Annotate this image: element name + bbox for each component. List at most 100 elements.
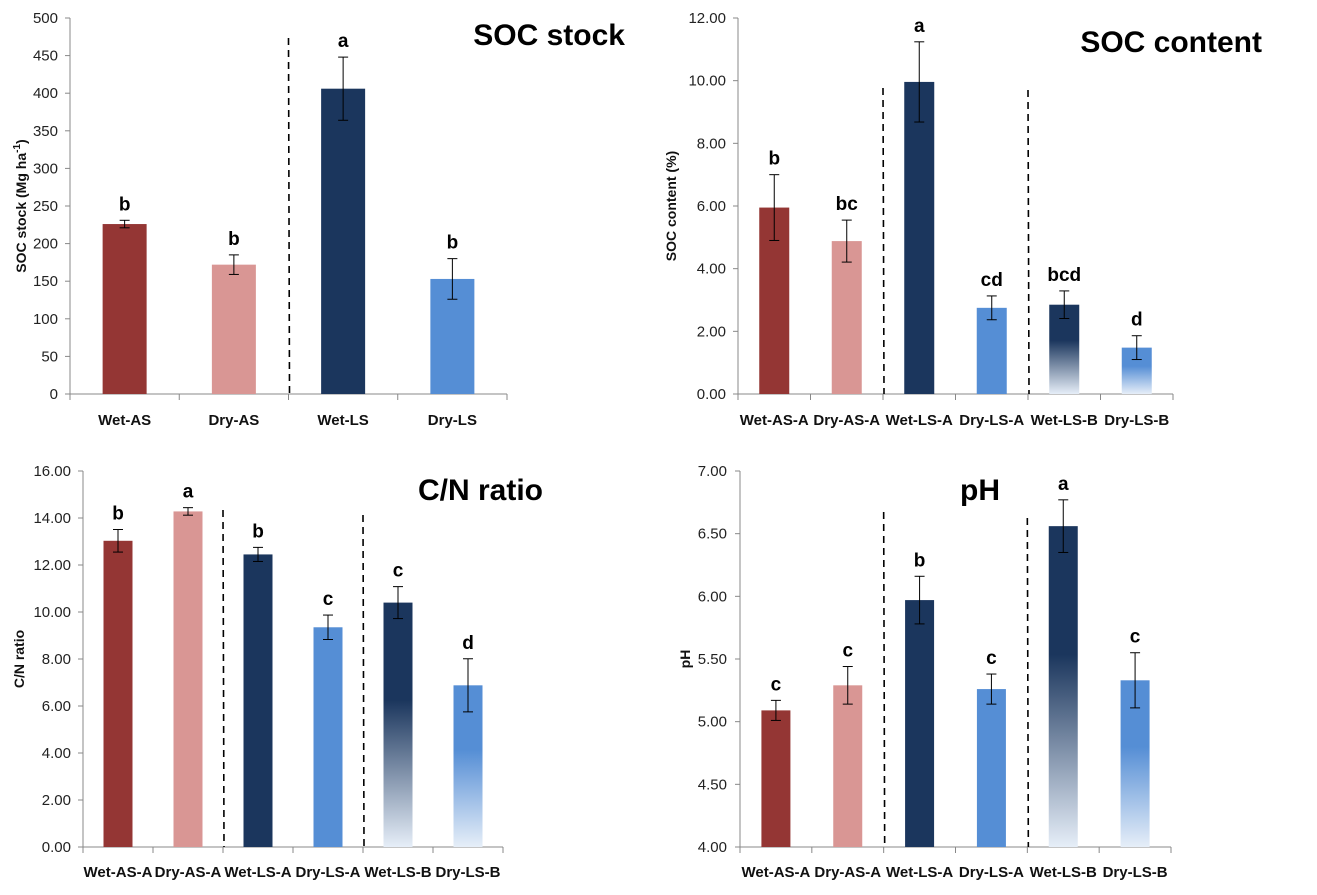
significance-label: c — [393, 561, 404, 582]
significance-label: a — [1058, 474, 1069, 495]
x-tick-label: Wet-AS-A — [740, 412, 809, 429]
significance-label: b — [447, 233, 459, 254]
significance-label: c — [1130, 627, 1141, 648]
x-tick-label: Dry-LS — [428, 412, 477, 429]
x-tick-label: Wet-AS-A — [84, 864, 153, 881]
y-tick-label: 0 — [50, 386, 58, 403]
bar — [321, 88, 366, 395]
significance-label: b — [112, 504, 124, 525]
chart-ph: 4.00 4.50 5.00 5.50 6.00 6.50 7.00 pH pH c Wet-AS-… — [677, 463, 1172, 881]
significance-label: d — [1131, 310, 1143, 331]
y-tick-label: 0.00 — [697, 386, 726, 403]
group-divider — [222, 509, 225, 848]
y-tick-label: 4.00 — [698, 839, 727, 856]
bar — [103, 540, 133, 847]
chart-soc-stock: 0 50 100 150 200 250 300 350 400 450 500 SOC stock … — [12, 10, 625, 429]
significance-label: b — [252, 521, 264, 542]
y-tick-label: 2.00 — [697, 323, 726, 340]
bar — [976, 689, 1006, 847]
y-tick-label: 12.00 — [33, 557, 71, 574]
y-tick-label: 500 — [33, 10, 58, 27]
chart-cn-ratio: 0.00 2.00 4.00 6.00 8.00 10.00 12.00 14.00 16.00… — [11, 463, 543, 881]
significance-label: bcd — [1047, 265, 1081, 286]
y-tick-label: 6.00 — [42, 698, 71, 715]
bar — [1049, 304, 1080, 394]
y-tick-label: 50 — [41, 348, 58, 365]
chart-soc-content: 0.00 2.00 4.00 6.00 8.00 10.00 12.00 SOC conten… — [663, 10, 1262, 429]
significance-label: c — [842, 641, 853, 662]
y-tick-label: 250 — [33, 198, 58, 215]
x-tick-label: Wet-LS-B — [364, 864, 431, 881]
y-tick-label: 6.00 — [698, 588, 727, 605]
y-tick-label: 10.00 — [33, 604, 71, 621]
bar — [383, 602, 413, 847]
y-tick-label: 10.00 — [688, 73, 726, 90]
group-divider — [287, 37, 291, 395]
y-tick-label: 100 — [33, 311, 58, 328]
significance-label: c — [323, 589, 334, 610]
significance-label: d — [462, 633, 474, 654]
y-axis-label: SOC content (%) — [663, 151, 679, 261]
y-tick-label: 14.00 — [33, 510, 71, 527]
significance-label: bc — [836, 194, 859, 215]
y-axis-label: C/N ratio — [11, 630, 27, 688]
bar — [904, 81, 935, 395]
y-tick-label: 400 — [33, 85, 58, 102]
significance-label: b — [119, 194, 131, 215]
significance-label: b — [768, 149, 780, 170]
chart-title: SOC content — [1080, 26, 1262, 59]
group-divider — [362, 514, 365, 848]
significance-label: a — [914, 16, 925, 37]
x-tick-label: Dry-LS-B — [435, 864, 500, 881]
y-axis-label: pH — [677, 650, 693, 669]
x-tick-label: Dry-LS-B — [1103, 864, 1168, 881]
y-tick-label: 0.00 — [42, 839, 71, 856]
bar — [313, 627, 343, 847]
y-tick-label: 6.00 — [697, 198, 726, 215]
y-tick-label: 450 — [33, 48, 58, 65]
x-tick-label: Wet-LS — [317, 412, 368, 429]
y-tick-label: 350 — [33, 123, 58, 140]
y-tick-label: 5.50 — [698, 651, 727, 668]
x-tick-label: Dry-AS-A — [813, 412, 880, 429]
significance-label: b — [914, 550, 926, 571]
group-divider — [1027, 89, 1030, 395]
x-tick-label: Dry-LS-B — [1104, 412, 1169, 429]
bar — [211, 264, 256, 394]
x-tick-label: Dry-AS — [208, 412, 259, 429]
chart-title: C/N ratio — [418, 474, 543, 507]
x-tick-label: Dry-AS-A — [155, 864, 222, 881]
group-divider — [1026, 517, 1030, 848]
y-tick-label: 4.00 — [697, 261, 726, 278]
x-tick-label: Wet-LS-B — [1030, 864, 1097, 881]
x-tick-label: Wet-AS-A — [741, 864, 810, 881]
bar — [1048, 526, 1078, 847]
x-tick-label: Wet-LS-B — [1031, 412, 1098, 429]
y-tick-label: 16.00 — [33, 463, 71, 480]
x-tick-label: Dry-LS-A — [959, 864, 1024, 881]
y-tick-label: 2.00 — [42, 792, 71, 809]
y-tick-label: 5.00 — [698, 714, 727, 731]
x-tick-label: Wet-LS-A — [886, 412, 953, 429]
significance-label: cd — [981, 270, 1003, 291]
y-tick-label: 6.50 — [698, 526, 727, 543]
bar — [833, 685, 863, 847]
bar — [905, 600, 935, 847]
x-tick-label: Wet-LS-A — [886, 864, 953, 881]
significance-label: c — [771, 674, 782, 695]
y-tick-label: 200 — [33, 236, 58, 253]
bar — [243, 554, 273, 847]
x-tick-label: Wet-AS — [98, 412, 151, 429]
group-divider — [882, 511, 886, 848]
x-tick-label: Dry-AS-A — [814, 864, 881, 881]
y-tick-label: 150 — [33, 273, 58, 290]
x-tick-label: Dry-LS-A — [959, 412, 1024, 429]
y-tick-label: 12.00 — [688, 10, 726, 27]
y-tick-label: 300 — [33, 160, 58, 177]
chart-title: SOC stock — [473, 19, 625, 52]
group-divider — [882, 87, 885, 395]
bar — [831, 241, 862, 394]
chart-title: pH — [960, 474, 1000, 507]
y-tick-label: 8.00 — [697, 135, 726, 152]
